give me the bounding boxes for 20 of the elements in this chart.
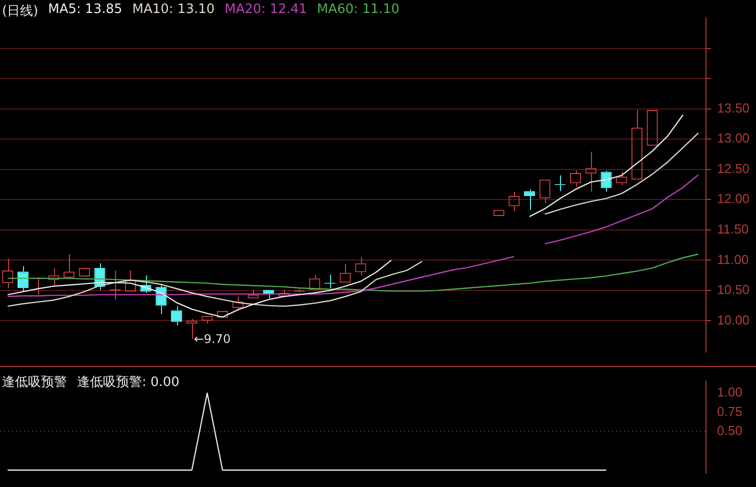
text: 逢低吸预警: 0.00 bbox=[77, 374, 180, 391]
y-tick-label: 12.00 bbox=[717, 191, 750, 206]
candlestick bbox=[524, 188, 536, 210]
y-tick-label: 1.00 bbox=[717, 384, 742, 400]
y-tick-label: 13.00 bbox=[717, 130, 750, 146]
text: MA20: 12.41 bbox=[224, 2, 308, 19]
chart-title: (日线) bbox=[2, 3, 38, 20]
text: MA60: 11.10 bbox=[317, 2, 400, 19]
y-tick-label: 0.50 bbox=[717, 423, 742, 438]
chart-title: 逢低吸预警 bbox=[2, 374, 67, 391]
text: MA5: 13.85 bbox=[48, 2, 122, 19]
annotation: ←9.70 bbox=[194, 332, 231, 346]
y-tick-label: 11.50 bbox=[717, 221, 749, 236]
y-tick-label: 0.75 bbox=[717, 404, 742, 419]
y-tick-label: 10.50 bbox=[717, 282, 750, 298]
y-tick-label: 13.50 bbox=[717, 100, 750, 116]
y-tick-label: 12.50 bbox=[717, 160, 750, 176]
y-tick-label: 10.00 bbox=[717, 312, 750, 328]
y-tick-label: 11.00 bbox=[717, 252, 749, 267]
text: MA10: 13.10 bbox=[132, 2, 215, 19]
